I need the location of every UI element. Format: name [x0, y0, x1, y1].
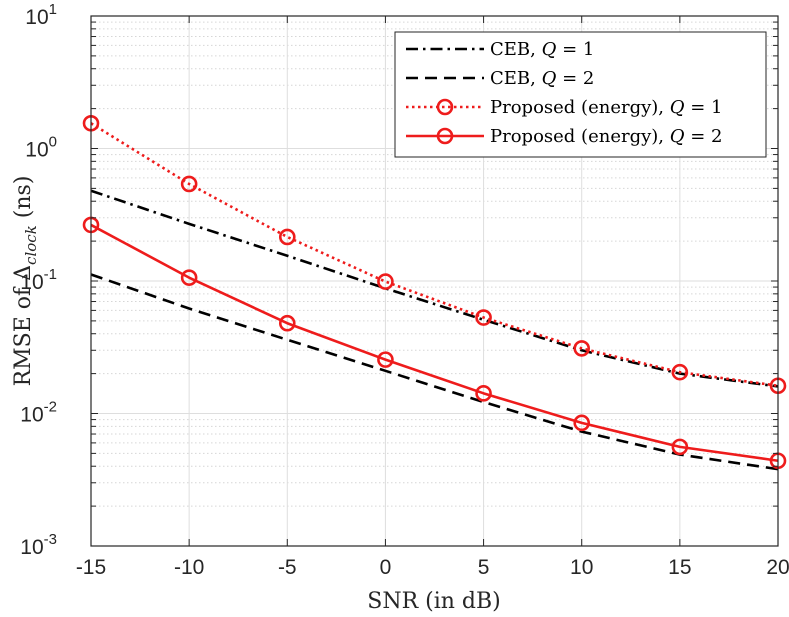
series-lines: [90, 122, 779, 471]
x-tick-label: 5: [478, 556, 490, 579]
legend: CEB, Q = 1 CEB, Q = 2 Proposed (energy), Q…: [394, 31, 767, 158]
y-tick-label: 10-3: [20, 531, 57, 559]
series-line-proposed-q2: [90, 223, 779, 463]
x-tick-label: -5: [278, 556, 297, 579]
legend-label-proposed-q1: Proposed (energy), Q = 1: [490, 97, 722, 118]
legend-marker-proposed-q2: [436, 127, 454, 145]
x-tick-label: 15: [668, 556, 691, 579]
y-tick-label: 100: [25, 134, 57, 162]
x-tick-labels: -15 -10 -5 0 5 10 15 20: [76, 556, 789, 579]
series-line-ceb-q2: [90, 273, 779, 471]
legend-label-proposed-q2: Proposed (energy), Q = 2: [490, 126, 722, 147]
y-tick-labels: 10-3 10-2 10-1 100 101: [20, 1, 57, 559]
x-tick-label: 20: [766, 556, 789, 579]
legend-marker-proposed-q1: [436, 98, 454, 116]
y-tick-label: 101: [25, 1, 57, 29]
data-point-proposed-q2: [671, 438, 689, 456]
data-point-proposed-q1: [377, 273, 394, 290]
x-tick-label: 10: [570, 556, 593, 579]
y-tick-label: 10-2: [20, 399, 57, 427]
x-axis-title: SNR (in dB): [367, 589, 501, 614]
data-point-proposed-q1: [180, 175, 198, 193]
data-point-proposed-q2: [180, 269, 198, 286]
series-line-ceb-q1: [90, 189, 779, 388]
data-point-proposed-q1: [475, 309, 492, 326]
data-point-proposed-q1: [278, 228, 296, 246]
data-point-proposed-q2: [475, 385, 492, 402]
x-tick-label: 0: [380, 556, 392, 579]
data-point-proposed-q2: [573, 414, 591, 432]
axis-ticks: [90, 15, 779, 547]
data-point-proposed-q2: [278, 314, 296, 332]
data-point-proposed-q1: [573, 340, 591, 357]
y-axis-title-prefix: RMSE of Δ: [11, 265, 36, 386]
y-tick-label: 10-1: [20, 266, 57, 294]
y-axis-title-subscript: clock: [22, 225, 40, 265]
data-point-proposed-q1: [671, 363, 689, 381]
y-axis-title: RMSE of Δclock (ns): [11, 176, 40, 387]
legend-label-ceb-q2: CEB, Q = 2: [490, 68, 594, 89]
legend-label-ceb-q1: CEB, Q = 1: [490, 39, 594, 60]
x-tick-label: -15: [76, 556, 106, 579]
series-line-proposed-q1: [90, 122, 779, 388]
data-point-proposed-q2: [377, 351, 394, 368]
x-tick-label: -10: [174, 556, 204, 579]
y-axis-title-suffix: (ns): [11, 176, 36, 226]
